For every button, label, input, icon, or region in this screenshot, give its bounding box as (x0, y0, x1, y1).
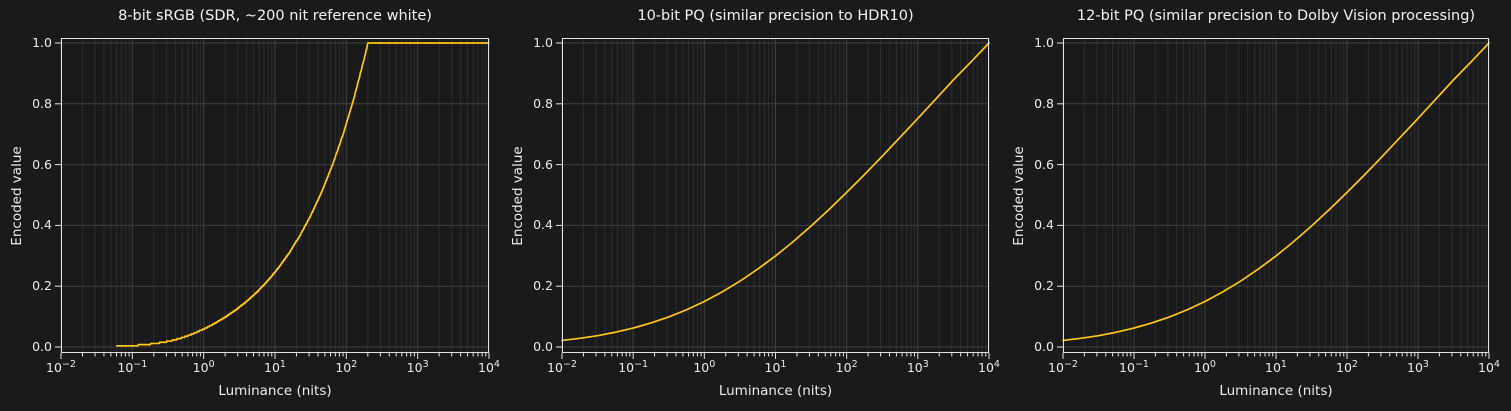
x-tick-label: 104 (478, 359, 500, 376)
x-tick-label: 101 (264, 359, 286, 376)
x-tick-label: 100 (1194, 359, 1216, 376)
curve-12-bit-pq-encoded-value (1062, 42, 1490, 342)
y-tick-label: 0.8 (1034, 95, 1054, 111)
y-tick-label: 0.6 (32, 156, 52, 172)
x-tick-label: 10−1 (618, 359, 649, 376)
x-tick-label: 103 (406, 359, 429, 376)
plot-area (1057, 38, 1490, 359)
x-tick-label: 10−2 (547, 359, 577, 376)
chart-title: 10-bit PQ (similar precision to HDR10) (637, 8, 914, 24)
x-tick-label: 104 (978, 359, 1000, 376)
x-axis-label: Luminance (nits) (718, 383, 833, 399)
x-tick-label: 102 (1336, 359, 1358, 376)
axes-spines (1063, 38, 1489, 353)
x-tick-label: 101 (1265, 359, 1287, 376)
y-tick-label: 0.2 (1034, 278, 1054, 294)
y-tick-label: 0.4 (32, 217, 52, 233)
x-tick-label: 104 (1478, 359, 1500, 376)
x-tick-label: 100 (693, 359, 716, 376)
y-tick-label: 0.0 (1034, 339, 1054, 354)
chart-title: 8-bit sRGB (SDR, ~200 nit reference whit… (118, 8, 432, 24)
x-tick-label: 10−1 (1119, 359, 1149, 376)
plot-area (556, 38, 990, 359)
x-tick-label: 102 (835, 359, 858, 376)
y-tick-label: 0.2 (32, 278, 52, 294)
x-axis-label: Luminance (nits) (1219, 383, 1333, 399)
y-tick-label: 0.6 (1034, 156, 1054, 172)
x-tick-label: 10−1 (117, 359, 148, 376)
y-tick-label: 0.2 (533, 278, 553, 294)
x-tick-label: 103 (1407, 359, 1429, 376)
y-tick-label: 0.4 (1034, 217, 1054, 233)
x-axis-label: Luminance (nits) (218, 383, 332, 399)
y-tick-label: 0.0 (32, 339, 52, 354)
x-tick-label: 103 (906, 359, 929, 376)
x-tick-label: 102 (335, 359, 358, 376)
plot-area (55, 38, 490, 359)
y-tick-label: 1.0 (533, 35, 553, 50)
x-tick-label: 100 (192, 359, 215, 376)
chart-title: 12-bit PQ (similar precision to Dolby Vi… (1076, 8, 1476, 24)
curve-10-bit-pq-encoded-value (561, 42, 990, 342)
y-tick-label: 1.0 (32, 35, 52, 50)
y-tick-label: 0.0 (533, 339, 553, 354)
y-tick-label: 0.4 (533, 217, 553, 233)
x-tick-label: 10−2 (1048, 359, 1078, 376)
curve-8-bit-srgb-encoded-value (116, 42, 490, 347)
y-tick-label: 0.8 (32, 95, 52, 111)
y-tick-label: 0.6 (533, 156, 553, 172)
axes-spines (61, 38, 489, 353)
x-tick-label: 10−2 (46, 359, 76, 376)
axes-spines (562, 38, 989, 353)
y-tick-label: 1.0 (1034, 35, 1054, 50)
y-tick-label: 0.8 (533, 95, 553, 111)
x-tick-label: 101 (764, 359, 787, 376)
